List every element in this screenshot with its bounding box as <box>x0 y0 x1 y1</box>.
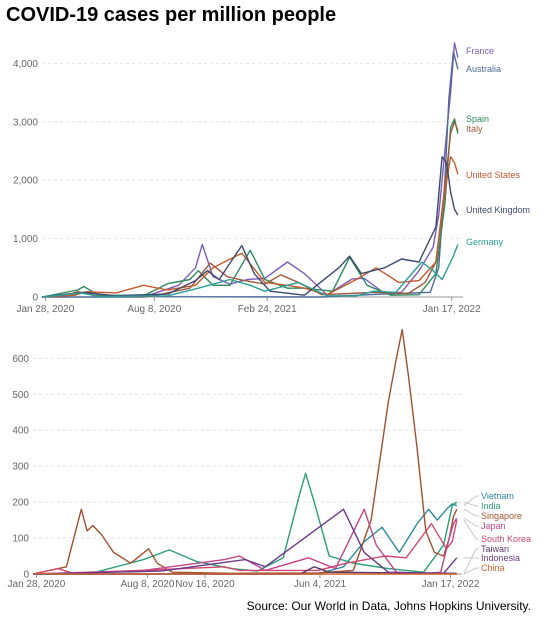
series-line-united-kingdom <box>41 156 459 298</box>
series-label-united-kingdom: United Kingdom <box>466 205 530 215</box>
series-label-indonesia: Indonesia <box>481 553 520 563</box>
y-tick-label: 0 <box>32 293 38 304</box>
source-note: Source: Our World in Data, Johns Hopkins… <box>246 599 531 613</box>
series-label-japan: Japan <box>481 521 506 531</box>
label-connector <box>463 548 479 574</box>
chart-panel-2: 0 100 200 300 400 500 600 Jan 28, 2020 Aug 8, 20… <box>8 328 531 590</box>
series-line-japan <box>32 508 458 575</box>
series-label-south-korea: South Korea <box>481 534 531 544</box>
y-tick-label: 1,000 <box>13 234 38 245</box>
y-tick-label: 4,000 <box>13 59 38 70</box>
series-line-france <box>41 42 459 298</box>
series-label-india: India <box>481 501 501 511</box>
y-tick-label: 600 <box>12 354 29 365</box>
series-line-south-korea <box>32 519 458 575</box>
series-label-taiwan: Taiwan <box>481 544 509 554</box>
y-tick-label: 100 <box>12 534 29 545</box>
label-connector <box>463 495 479 507</box>
series-label-spain: Spain <box>466 114 489 124</box>
series-line-australia <box>42 51 459 298</box>
series-line-singapore <box>32 328 458 575</box>
x-tick-label: Jan 28, 2020 <box>8 579 66 590</box>
x-tick-label: Feb 24, 2021 <box>238 304 297 315</box>
series-label-united-states: United States <box>466 170 521 180</box>
x-tick-label: Aug 8, 2020 <box>127 304 181 315</box>
label-connector <box>463 519 479 540</box>
x-tick-label: Jan 17, 2022 <box>423 304 481 315</box>
series-label-china: China <box>481 563 505 573</box>
chart-panel-1: 0 1,000 2,000 3,000 4,000 Jan 28, 2020 Aug 8, … <box>13 42 530 315</box>
y-tick-label: 500 <box>12 390 29 401</box>
series-label-vietnam: Vietnam <box>481 491 514 501</box>
series-label-france: France <box>466 46 494 56</box>
series-label-germany: Germany <box>466 237 504 247</box>
y-tick-label: 400 <box>12 426 29 437</box>
series-line-indonesia <box>32 508 458 575</box>
y-tick-label: 0 <box>23 570 29 581</box>
y-tick-label: 200 <box>12 498 29 509</box>
y-tick-label: 3,000 <box>13 117 38 128</box>
x-tick-label: Jun 4, 2021 <box>294 579 347 590</box>
series-label-australia: Australia <box>466 64 501 74</box>
series-label-singapore: Singapore <box>481 511 522 521</box>
x-tick-label: Aug 8, 2020 <box>120 579 174 590</box>
series-line-vietnam <box>33 503 458 575</box>
page-title: COVID-19 cases per million people <box>6 4 337 26</box>
y-tick-label: 2,000 <box>13 176 38 187</box>
label-connector <box>463 517 479 527</box>
y-tick-label: 300 <box>12 462 29 473</box>
x-tick-label: Nov 16, 2020 <box>175 579 235 590</box>
series-line-spain <box>41 118 459 298</box>
series-line-united-states <box>41 156 459 298</box>
label-connector <box>463 508 479 517</box>
label-connector <box>463 567 479 575</box>
x-tick-label: Jan 28, 2020 <box>16 304 74 315</box>
label-connector <box>463 501 479 507</box>
series-line-india <box>32 472 458 575</box>
series-line-germany <box>41 244 459 298</box>
series-label-italy: Italy <box>466 124 483 134</box>
x-tick-label: Jan 17, 2022 <box>422 579 480 590</box>
series-line-italy <box>41 121 459 298</box>
